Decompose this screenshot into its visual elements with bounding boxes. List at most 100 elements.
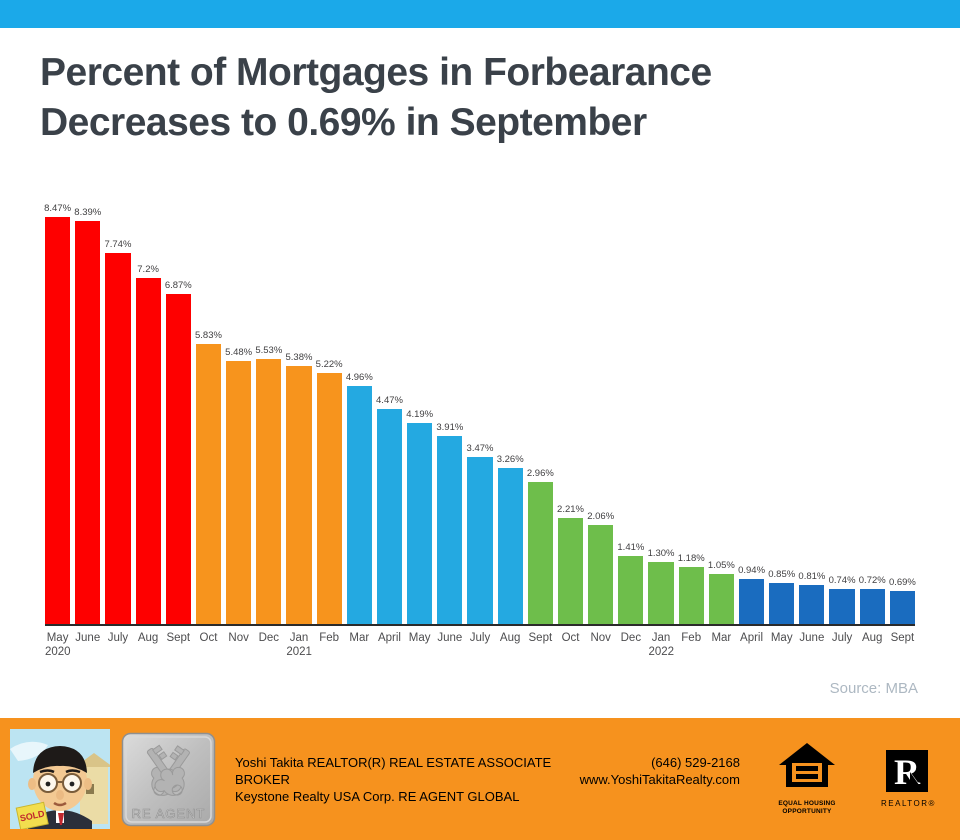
source-attribution: Source: MBA (829, 679, 918, 697)
bar-value-label: 0.81% (798, 571, 826, 583)
bar-column: 0.69% (888, 576, 916, 625)
agent-avatar: SOLD (10, 729, 110, 829)
bar-column: 5.48% (225, 347, 253, 625)
bar-column: 1.18% (678, 553, 705, 625)
bar (407, 422, 433, 625)
bar (45, 217, 71, 625)
bar-value-label: 5.22% (315, 359, 343, 371)
bar-value-label: 3.47% (466, 443, 494, 455)
bar-value-label: 1.41% (617, 542, 645, 554)
bar-column: 2.96% (527, 468, 554, 625)
bar-value-label: 8.47% (44, 203, 72, 215)
x-axis-label: June (437, 632, 463, 645)
bar (75, 221, 101, 625)
bar-column: 0.74% (828, 574, 856, 625)
bar-column: 0.94% (738, 565, 765, 625)
bar (889, 590, 915, 625)
footer-banner: SOLD RE AG (0, 718, 960, 840)
agent-company-line: Keystone Realty USA Corp. RE AGENT GLOBA… (235, 788, 520, 804)
realtor-r-icon: R (886, 750, 928, 792)
bar-value-label: 5.83% (194, 330, 222, 342)
bar (738, 578, 765, 625)
bar (437, 436, 463, 625)
bar (618, 556, 644, 625)
year-marker: 2022 (648, 646, 675, 659)
bar (708, 573, 734, 625)
x-axis-label: Jan 2022 (648, 632, 675, 659)
agent-info: Yoshi Takita REALTOR(R) REAL ESTATE ASSO… (235, 754, 580, 805)
x-axis-label: May 2020 (45, 632, 71, 659)
bar (769, 583, 795, 625)
bar-column: 2.21% (557, 504, 584, 625)
bar (527, 481, 553, 625)
bar-column: 6.87% (164, 280, 192, 625)
badge-label: RE AGENT (132, 806, 206, 821)
bar (256, 358, 282, 625)
bar-column: 3.47% (466, 443, 494, 625)
bar (165, 294, 191, 625)
bar-value-label: 4.96% (345, 371, 373, 383)
bar-value-label: 1.30% (647, 547, 675, 559)
equal-housing-house-icon (779, 743, 835, 788)
x-axis-label: Nov (590, 632, 611, 645)
x-axis-label: July (107, 632, 129, 645)
bar (467, 457, 493, 625)
x-axis-label: Sept (890, 632, 915, 645)
bar-column: 3.26% (497, 454, 524, 625)
bar-column: 7.74% (104, 239, 131, 625)
bar-value-label: 0.74% (828, 574, 856, 586)
x-axis-label: July (469, 632, 491, 645)
x-axis-label: Nov (228, 632, 249, 645)
x-axis-labels: May 2020 June July Aug Sept Oct Nov Dec Jan 2021 Fe… (45, 626, 915, 660)
bar-column: 4.19% (406, 408, 434, 625)
bar (195, 344, 222, 625)
bar-column: 4.96% (345, 371, 373, 625)
x-axis-label: Mar (349, 632, 370, 645)
bar (799, 585, 825, 625)
bar (316, 373, 342, 625)
x-axis-label: Oct (561, 632, 580, 645)
bar-value-label: 2.06% (587, 511, 615, 523)
year-marker: 2020 (45, 646, 71, 659)
equal-housing-logo: EQUAL HOUSING OPPORTUNITY (777, 743, 837, 815)
bar (346, 385, 372, 625)
x-axis-label: July (831, 632, 853, 645)
top-accent-bar (0, 0, 960, 28)
bar-column: 5.83% (194, 330, 222, 625)
x-axis-label: April (740, 632, 764, 645)
bar (226, 361, 252, 625)
bar (557, 517, 584, 625)
bar (135, 278, 161, 625)
bar-column: 4.47% (376, 395, 403, 625)
bar-value-label: 5.48% (225, 347, 253, 358)
bar-value-label: 0.72% (858, 575, 886, 587)
bar-column: 3.91% (436, 422, 463, 625)
website-url: www.YoshiTakitaRealty.com (579, 771, 740, 787)
title-line-2: Decreases to 0.69% in September (40, 100, 647, 144)
bar-value-label: 0.85% (768, 569, 796, 581)
bar-value-label: 4.47% (376, 395, 403, 407)
bar-column: 2.06% (587, 511, 615, 625)
forbearance-bar-chart: 8.47% 8.39% 7.74% 7.2% 6.87% 5.83% 5.48% 5.53% 5… (44, 203, 916, 660)
x-axis-label: Jan 2021 (286, 632, 312, 659)
x-axis-label: Feb (681, 632, 702, 645)
bar (588, 525, 614, 625)
bar-column: 7.2% (135, 264, 161, 625)
bar (829, 588, 855, 625)
bar-column: 8.39% (74, 207, 102, 625)
contact-info: (646) 529-2168 www.YoshiTakitaRealty.com (580, 754, 740, 805)
bar-value-label: 4.19% (406, 408, 434, 420)
bar-value-label: 6.87% (164, 280, 192, 292)
agent-name-line: Yoshi Takita REALTOR(R) REAL ESTATE ASSO… (235, 754, 552, 787)
bar-value-label: 8.39% (74, 207, 102, 219)
bar-column: 0.72% (858, 575, 886, 625)
contact-block: Yoshi Takita REALTOR(R) REAL ESTATE ASSO… (235, 754, 740, 805)
x-axis-label: Sept (166, 632, 191, 645)
bar (678, 567, 704, 625)
bar-column: 1.05% (708, 560, 735, 625)
bar (859, 589, 885, 625)
bar-value-label: 0.69% (888, 576, 916, 588)
bar-value-label: 5.53% (255, 344, 283, 356)
x-axis-label: Aug (137, 632, 159, 645)
x-axis-label: June (75, 632, 101, 645)
